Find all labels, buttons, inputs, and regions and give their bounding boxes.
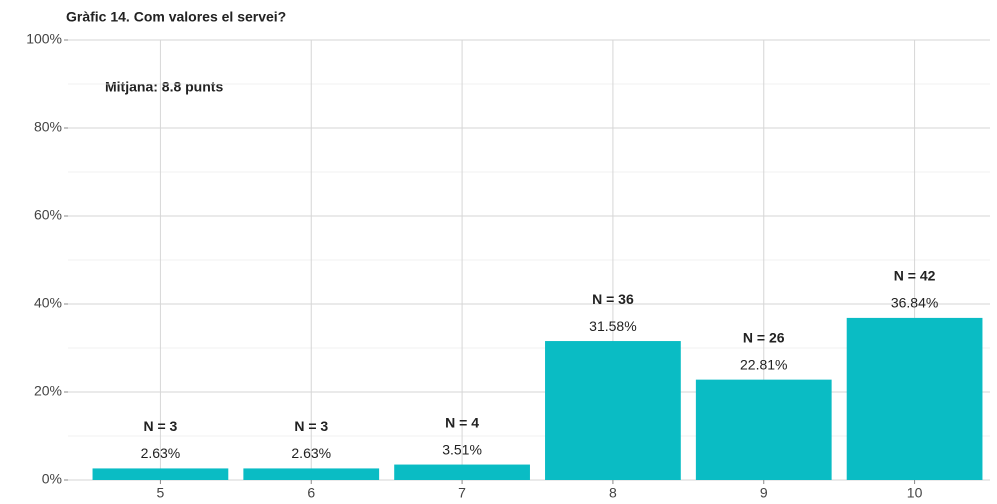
n-label: N = 3 <box>143 418 177 434</box>
n-label: N = 3 <box>294 418 328 434</box>
bar <box>846 317 983 480</box>
bar <box>243 468 380 480</box>
x-tick-label: 5 <box>157 485 165 501</box>
x-tick-label: 7 <box>458 485 466 501</box>
value-label: 2.63% <box>291 445 331 461</box>
chart-title: Gràfic 14. Com valores el servei? <box>66 9 286 25</box>
x-tick-label: 6 <box>307 485 315 501</box>
y-tick-label: 100% <box>26 31 62 47</box>
y-tick-label: 60% <box>34 207 62 223</box>
n-label: N = 36 <box>592 291 634 307</box>
x-tick-label: 9 <box>760 485 768 501</box>
annotation: Mitjana: 8.8 punts <box>105 79 223 95</box>
bar <box>545 341 681 480</box>
bar <box>92 468 229 480</box>
n-label: N = 4 <box>445 414 479 430</box>
y-tick-label: 80% <box>34 119 62 135</box>
n-label: N = 42 <box>894 268 936 284</box>
bar <box>394 464 530 480</box>
value-label: 22.81% <box>740 356 787 372</box>
x-tick-label: 10 <box>907 485 923 501</box>
value-label: 36.84% <box>891 295 938 311</box>
y-tick-label: 20% <box>34 383 62 399</box>
value-label: 3.51% <box>442 441 482 457</box>
bar <box>695 379 832 480</box>
value-label: 31.58% <box>589 318 636 334</box>
n-label: N = 26 <box>743 329 785 345</box>
y-tick-label: 0% <box>42 471 62 487</box>
y-tick-label: 40% <box>34 295 62 311</box>
x-tick-label: 8 <box>609 485 617 501</box>
value-label: 2.63% <box>141 445 181 461</box>
